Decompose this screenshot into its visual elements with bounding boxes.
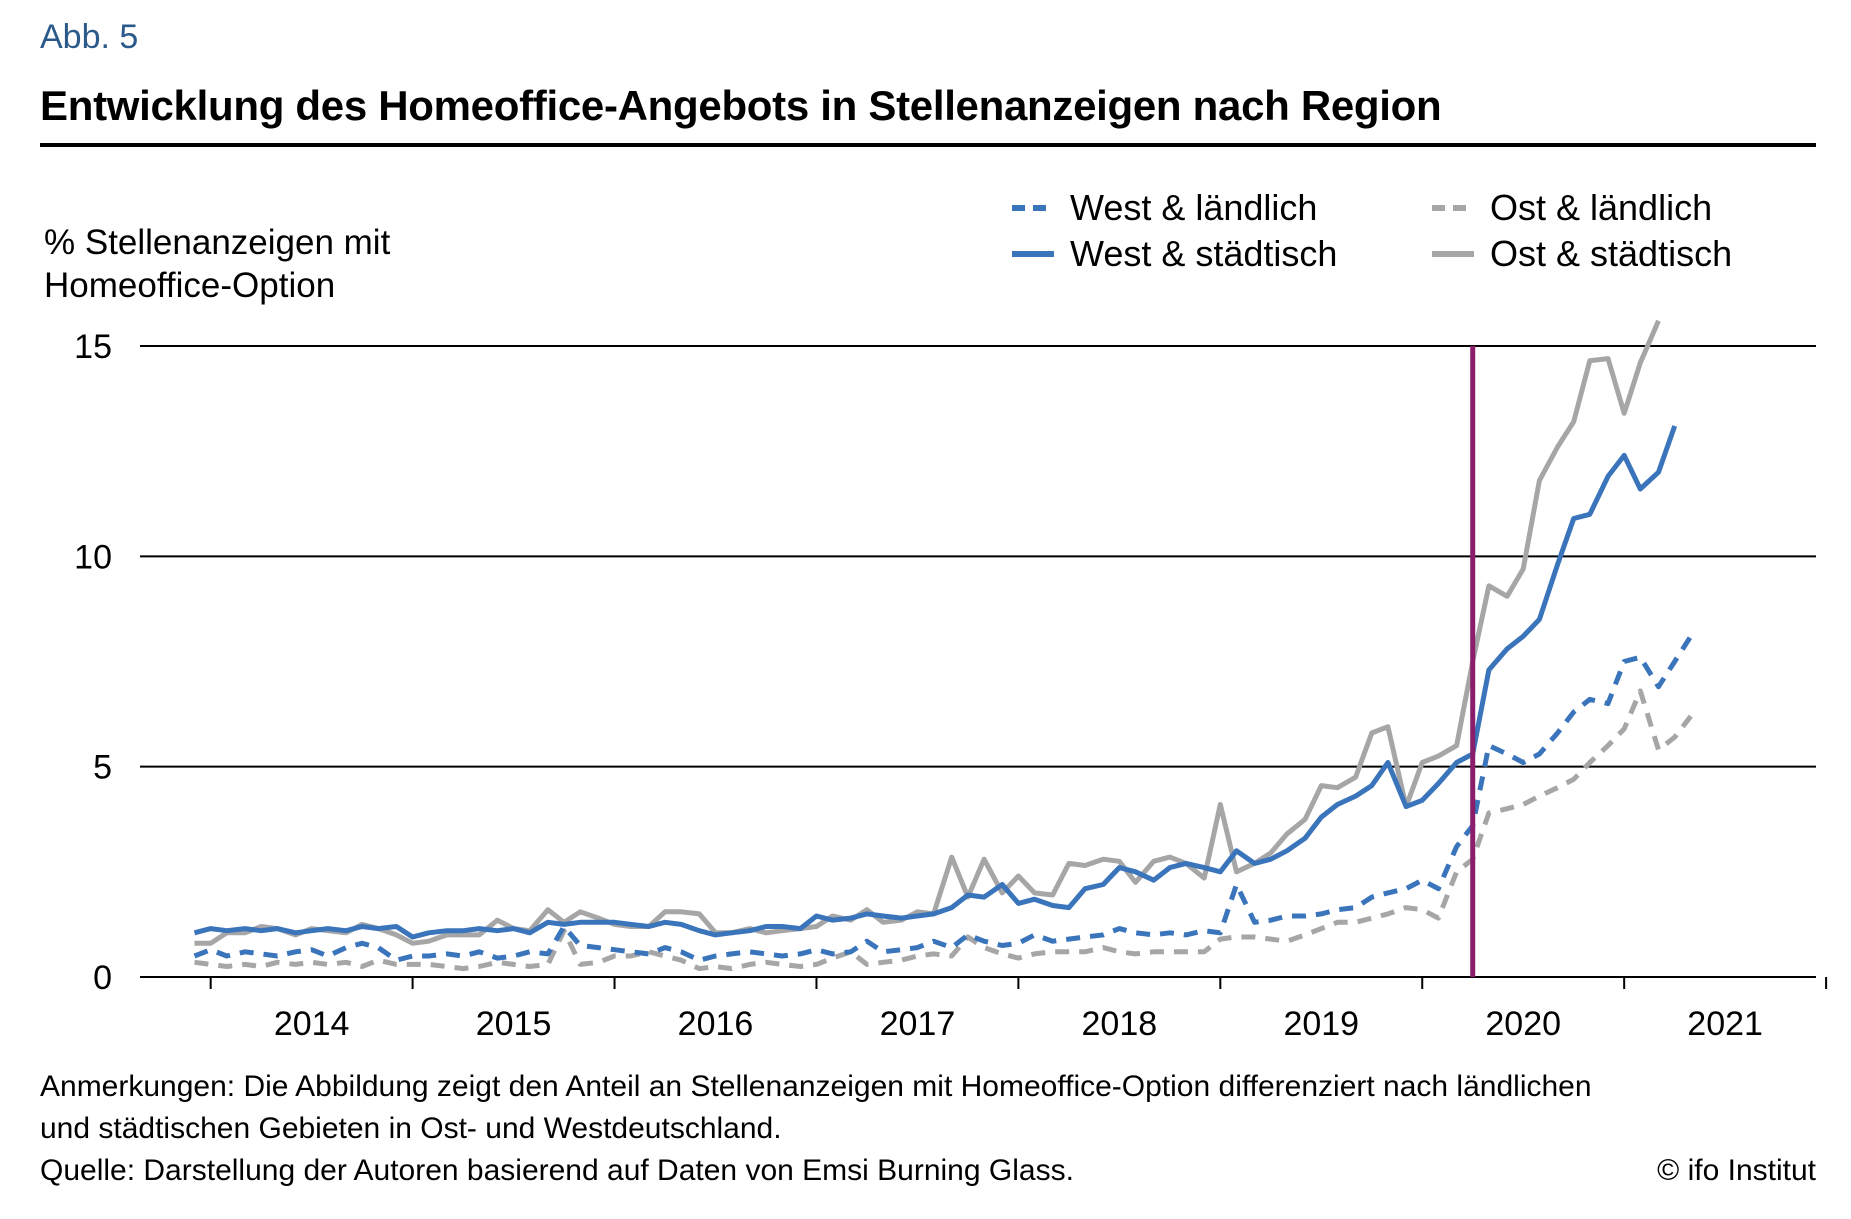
x-tick-label: 2016 — [678, 1005, 754, 1043]
legend-label-1: West & städtisch — [1070, 233, 1337, 274]
figure-label: Abb. 5 — [40, 18, 139, 56]
y-tick-label: 15 — [74, 328, 112, 366]
y-axis-ticks: 0 5 10 15 — [74, 328, 112, 997]
legend-label-2: Ost & ländlich — [1490, 187, 1712, 228]
y-tick-label: 10 — [74, 538, 112, 576]
series-line-0 — [193, 634, 1693, 963]
title-rule — [40, 143, 1816, 147]
footnote: Anmerkungen: Die Abbildung zeigt den Ant… — [40, 1066, 1816, 1150]
legend: West & ländlich West & städtisch Ost & län… — [1012, 187, 1732, 274]
series-line-3 — [194, 319, 1661, 946]
chart-title: Entwicklung des Homeoffice-Angebots in S… — [40, 82, 1442, 129]
x-tick-label: 2017 — [880, 1005, 956, 1043]
legend-label-0: West & ländlich — [1070, 187, 1317, 228]
x-tick-label: 2019 — [1283, 1005, 1359, 1043]
gridlines — [140, 345, 1816, 768]
series-line-2 — [194, 688, 1693, 972]
x-tick-label: 2015 — [476, 1005, 552, 1043]
x-axis: 2014 2015 2016 2017 2018 2019 2020 2021 — [140, 976, 1828, 1043]
source-note: Quelle: Darstellung der Autoren basieren… — [40, 1154, 1074, 1187]
footnote-line1: Anmerkungen: Die Abbildung zeigt den Ant… — [40, 1070, 1592, 1103]
y-axis-label-line2: Homeoffice-Option — [44, 266, 335, 305]
x-tick-label: 2014 — [274, 1005, 350, 1043]
series-line-1 — [193, 425, 1678, 940]
line-chart: % Stellenanzeigen mit Homeoffice-Option … — [44, 187, 1828, 1043]
y-tick-label: 5 — [93, 749, 112, 787]
legend-label-3: Ost & städtisch — [1490, 233, 1732, 274]
x-tick-label: 2021 — [1687, 1005, 1763, 1043]
y-axis-label-line1: % Stellenanzeigen mit — [44, 223, 391, 262]
series-group — [193, 319, 1693, 972]
x-tick-label: 2020 — [1485, 1005, 1561, 1043]
x-tick-label: 2018 — [1082, 1005, 1158, 1043]
footnote-line2: und städtischen Gebieten in Ost- und Wes… — [40, 1112, 782, 1145]
y-tick-label: 0 — [93, 959, 112, 997]
copyright: © ifo Institut — [1657, 1154, 1816, 1187]
